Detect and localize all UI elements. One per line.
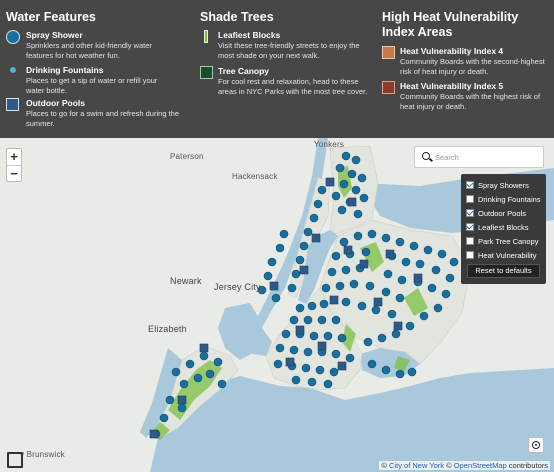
place-label-hackensack: Hackensack	[232, 172, 278, 181]
spray-shower-markers	[151, 151, 459, 439]
place-label-jersey-city: Jersey City	[214, 282, 261, 292]
attribution-city-link[interactable]: City of New York	[389, 461, 445, 470]
attribution-suffix: contributors	[506, 461, 548, 470]
layer-toggle-spray-showers[interactable]: Spray Showers	[466, 179, 529, 191]
search-icon	[422, 152, 430, 160]
legend-shade-title: Shade Trees	[200, 10, 274, 24]
checkbox-unchecked-icon[interactable]	[466, 195, 474, 203]
checkbox-unchecked-icon[interactable]	[466, 251, 474, 259]
legend-item-desc: Places to go for a swim and refresh duri…	[26, 109, 179, 128]
outdoor-pool-icon	[6, 98, 19, 111]
legend-water-title: Water Features	[6, 10, 96, 24]
legend-item-desc: Places to get a sip of water or refill y…	[26, 76, 158, 95]
outdoor-pool-markers	[149, 177, 423, 439]
layer-toggle-panel: Spray Showers Drinking Fountains Outdoor…	[461, 174, 546, 284]
attribution-osm-link[interactable]: OpenStreetMap	[453, 461, 507, 470]
legend-item-desc: Community Boards with the second-highest…	[400, 57, 545, 76]
map-attribution: © City of New York © OpenStreetMap contr…	[379, 461, 550, 470]
fullscreen-icon[interactable]	[6, 451, 23, 468]
legend-item-desc: Sprinklers and other kid-friendly water …	[26, 41, 152, 60]
layer-toggle-park-tree-canopy[interactable]: Park Tree Canopy	[466, 235, 538, 247]
legend-item-name: Drinking Fountains	[26, 65, 104, 75]
legend-panel: Water Features Spray Shower Sprinklers a…	[0, 0, 554, 138]
search-box[interactable]	[414, 146, 544, 168]
layer-label: Outdoor Pools	[478, 208, 526, 218]
layer-label: Drinking Fountains	[478, 194, 541, 204]
legend-item-desc: Community Boards with the highest risk o…	[400, 92, 541, 111]
place-label-newark: Newark	[170, 276, 202, 286]
layer-label: Park Tree Canopy	[478, 236, 539, 246]
reset-defaults-button[interactable]: Reset to defaults	[467, 264, 540, 278]
checkbox-checked-icon[interactable]	[466, 223, 474, 231]
legend-item-name: Leafiest Blocks	[218, 30, 281, 40]
legend-item-name: Heat Vulnerability Index 4	[400, 46, 504, 56]
legend-item-name: Heat Vulnerability Index 5	[400, 81, 504, 91]
leafiest-block-icon	[204, 30, 208, 43]
tree-canopy-icon	[200, 66, 213, 79]
layer-toggle-leafiest-blocks[interactable]: Leafiest Blocks	[466, 221, 528, 233]
layer-label: Heat Vulnerability	[478, 250, 537, 260]
place-label-paterson: Paterson	[170, 152, 204, 161]
attribution-sep: ©	[444, 461, 454, 470]
legend-heat-title: High Heat Vulnerability Index Areas	[382, 10, 519, 39]
layer-toggle-heat-vulnerability[interactable]: Heat Vulnerability	[466, 249, 537, 261]
legend-heat-vulnerability: High Heat Vulnerability Index Areas Heat…	[382, 10, 550, 111]
legend-item-desc: For cool rest and relaxation, head to th…	[218, 77, 368, 96]
layer-label: Spray Showers	[478, 180, 529, 190]
locate-button[interactable]	[528, 437, 544, 453]
legend-water-features: Water Features Spray Shower Sprinklers a…	[6, 10, 196, 128]
legend-shade-trees: Shade Trees Leafiest Blocks Visit these …	[200, 10, 375, 96]
checkbox-checked-icon[interactable]	[466, 209, 474, 217]
map-canvas[interactable]: Paterson Yonkers Hackensack Newark Jerse…	[0, 138, 554, 472]
hvi-4-icon	[382, 46, 395, 59]
layer-label: Leafiest Blocks	[478, 222, 529, 232]
place-label-elizabeth: Elizabeth	[148, 324, 187, 334]
crosshair-icon	[532, 441, 540, 449]
place-label-brunswick: v Brunswick	[20, 450, 65, 459]
drinking-fountain-icon	[10, 67, 16, 73]
zoom-control: + −	[6, 148, 22, 182]
legend-item-name: Outdoor Pools	[26, 98, 86, 108]
attribution-prefix: ©	[381, 461, 390, 470]
place-label-yonkers: Yonkers	[314, 140, 345, 149]
legend-item-desc: Visit these tree-friendly streets to enj…	[218, 41, 360, 60]
checkbox-unchecked-icon[interactable]	[466, 237, 474, 245]
spray-shower-icon	[6, 30, 20, 44]
layer-toggle-outdoor-pools[interactable]: Outdoor Pools	[466, 207, 526, 219]
zoom-out-button[interactable]: −	[7, 165, 21, 181]
zoom-in-button[interactable]: +	[10, 149, 18, 164]
search-input[interactable]	[435, 150, 539, 165]
hvi-5-icon	[382, 81, 395, 94]
legend-item-name: Tree Canopy	[218, 66, 270, 76]
checkbox-checked-icon[interactable]	[466, 181, 474, 189]
layer-toggle-drinking-fountains[interactable]: Drinking Fountains	[466, 193, 541, 205]
legend-item-name: Spray Shower	[26, 30, 83, 40]
